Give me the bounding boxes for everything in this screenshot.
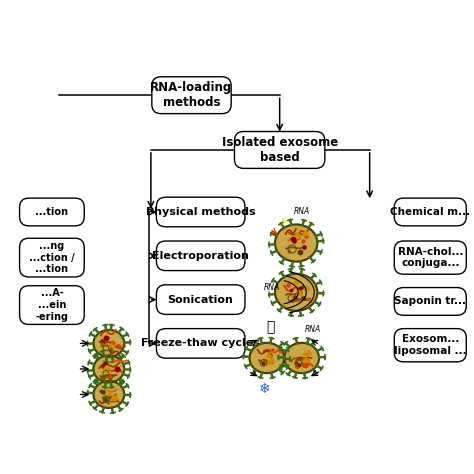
Text: RNA-loading
methods: RNA-loading methods: [150, 81, 233, 109]
Text: RNA-chol...
conjuga...: RNA-chol... conjuga...: [398, 247, 463, 268]
Polygon shape: [297, 291, 303, 295]
Text: Sonication: Sonication: [168, 295, 234, 305]
Text: ...A-
...ein
-ering: ...A- ...ein -ering: [36, 289, 68, 322]
Text: RNA: RNA: [294, 207, 310, 216]
Polygon shape: [103, 368, 109, 372]
Polygon shape: [266, 353, 272, 357]
FancyBboxPatch shape: [394, 198, 466, 226]
Text: Physical methods: Physical methods: [146, 207, 255, 217]
Ellipse shape: [93, 356, 124, 383]
Ellipse shape: [249, 343, 284, 373]
FancyBboxPatch shape: [152, 77, 231, 114]
Polygon shape: [266, 360, 272, 364]
Text: ⚡: ⚡: [280, 215, 289, 228]
Ellipse shape: [93, 330, 124, 357]
FancyBboxPatch shape: [156, 241, 245, 271]
Text: Exosom...
liposomal ...: Exosom... liposomal ...: [394, 335, 466, 356]
FancyBboxPatch shape: [19, 286, 84, 324]
FancyBboxPatch shape: [394, 328, 466, 362]
FancyBboxPatch shape: [394, 288, 466, 315]
Ellipse shape: [93, 381, 124, 408]
Text: RNA: RNA: [264, 283, 280, 292]
FancyBboxPatch shape: [19, 238, 84, 277]
FancyBboxPatch shape: [156, 328, 245, 358]
Polygon shape: [295, 232, 301, 237]
Polygon shape: [303, 357, 309, 362]
Polygon shape: [107, 391, 113, 396]
FancyBboxPatch shape: [156, 285, 245, 314]
Polygon shape: [293, 280, 299, 284]
Polygon shape: [302, 231, 309, 236]
Polygon shape: [113, 395, 119, 400]
FancyBboxPatch shape: [156, 197, 245, 227]
Text: Chemical m...: Chemical m...: [390, 207, 470, 217]
Text: ❄: ❄: [259, 382, 271, 396]
Text: Isolated exosome
based: Isolated exosome based: [221, 136, 338, 164]
FancyBboxPatch shape: [19, 198, 84, 226]
Ellipse shape: [284, 343, 319, 373]
Text: 🔥: 🔥: [266, 320, 274, 334]
Polygon shape: [306, 350, 312, 355]
Polygon shape: [304, 286, 310, 290]
Polygon shape: [269, 358, 275, 362]
Ellipse shape: [275, 273, 318, 311]
Text: Freeze-thaw cycles: Freeze-thaw cycles: [141, 338, 260, 348]
Polygon shape: [110, 396, 116, 401]
Text: ...tion: ...tion: [36, 207, 68, 217]
FancyBboxPatch shape: [235, 131, 325, 168]
FancyBboxPatch shape: [394, 241, 466, 274]
Text: Electroporation: Electroporation: [152, 251, 249, 261]
Text: RNA: RNA: [305, 326, 321, 335]
Ellipse shape: [275, 225, 318, 262]
Text: Saponin tr...: Saponin tr...: [394, 296, 466, 306]
Polygon shape: [104, 365, 110, 370]
Polygon shape: [109, 343, 115, 347]
Polygon shape: [303, 351, 309, 356]
Polygon shape: [103, 365, 109, 370]
Text: ...ng
...ction /
...tion: ...ng ...ction / ...tion: [29, 241, 75, 274]
